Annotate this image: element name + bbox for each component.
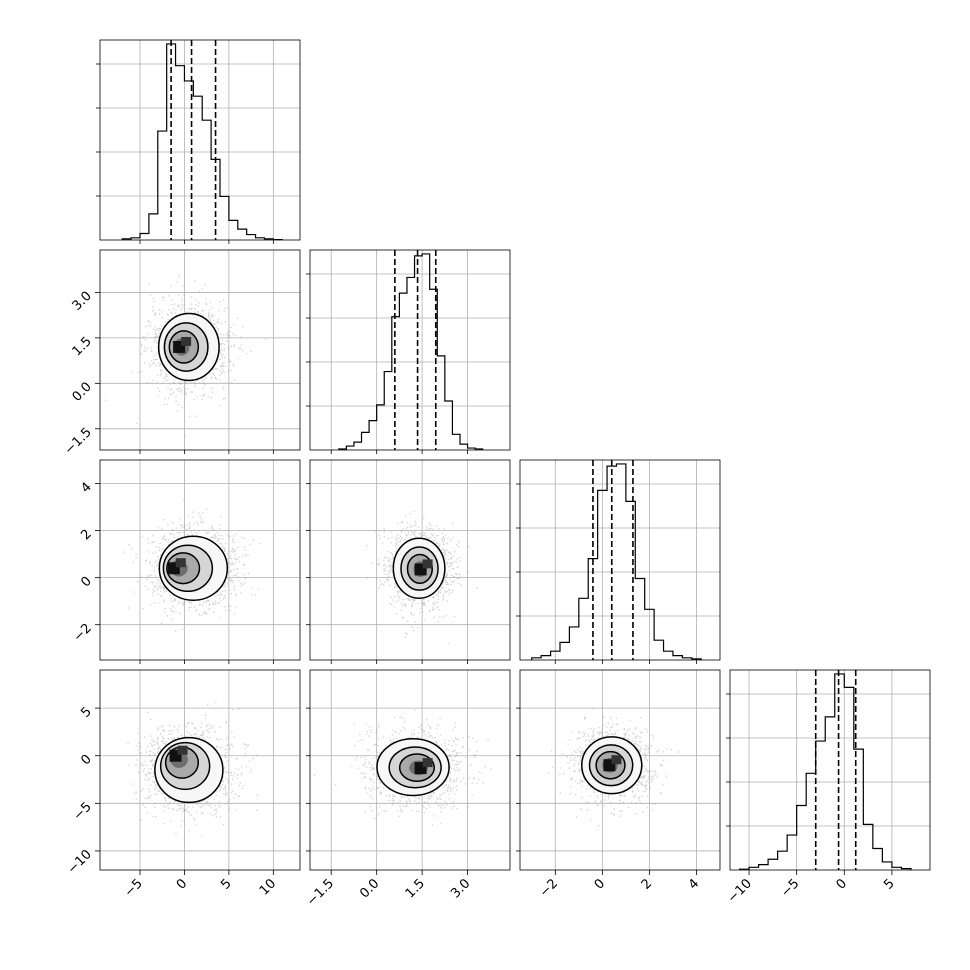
- density-content: [313, 709, 492, 826]
- histogram-frame: [519, 459, 721, 661]
- x-tick-label: 0.0: [357, 876, 382, 901]
- histogram-frame: [729, 669, 931, 871]
- density-frame: [309, 669, 511, 871]
- density-content: [548, 707, 680, 827]
- density-frame: [99, 249, 301, 451]
- x-tick-label: 10: [257, 876, 279, 898]
- x-axis-2: −1.5 0.0 1.5 3.0: [304, 450, 473, 909]
- y-tick-label: −2: [71, 621, 95, 645]
- x-tick-label: 1.5: [403, 876, 428, 901]
- y-tick-label: −1.5: [62, 425, 95, 458]
- histogram-bars: [338, 253, 484, 450]
- density-panel-4-1: [100, 670, 300, 870]
- y-tick-label: −5: [71, 800, 95, 824]
- y-tick-label: 0: [78, 574, 94, 590]
- x-tick-label: −10: [725, 876, 755, 906]
- y-tick-label: 5: [78, 704, 94, 720]
- density-panel-4-3: [520, 670, 720, 870]
- x-tick-label: −1.5: [304, 876, 337, 909]
- y-tick-label: 3.0: [70, 289, 95, 314]
- density-panel-4-2: [310, 670, 510, 870]
- histogram-frame: [99, 39, 301, 241]
- x-tick-label: 5: [881, 876, 897, 892]
- density-content: [123, 499, 262, 632]
- density-peak-adjacent: [422, 758, 433, 768]
- x-tick-label: −2: [537, 876, 561, 900]
- x-tick-label: −5: [122, 876, 146, 900]
- density-panel-3-1: [100, 460, 300, 660]
- histogram-panel-4: [726, 670, 930, 870]
- y-tick-label: −10: [65, 847, 95, 877]
- y-tick-label: 1.5: [70, 334, 95, 359]
- x-tick-label: 0: [592, 876, 608, 892]
- density-content: [127, 701, 259, 837]
- y-tick-label: 2: [78, 527, 94, 543]
- histogram-panel-2: [306, 250, 510, 450]
- density-frame: [519, 669, 721, 871]
- density-panel-3-2: [310, 460, 510, 660]
- x-tick-label: 3.0: [448, 876, 473, 901]
- histogram-panel-1: [96, 40, 300, 241]
- x-axis-4: −10 −5 0 5: [725, 870, 898, 906]
- density-content: [365, 510, 478, 645]
- y-tick-label: 0.0: [70, 380, 95, 405]
- x-tick-label: 0: [834, 876, 850, 892]
- x-tick-label: 2: [639, 876, 655, 892]
- histogram-bars: [531, 463, 702, 660]
- density-frame: [99, 669, 301, 871]
- y-tick-label: 0: [78, 752, 94, 768]
- density-peak-adjacent: [175, 558, 186, 568]
- density-peak-adjacent: [611, 755, 622, 765]
- density-peak-adjacent: [177, 745, 188, 755]
- y-axis-2: −1.5 0.0 1.5 3.0: [62, 289, 100, 458]
- histogram-bars: [738, 673, 912, 870]
- density-content: [105, 275, 267, 436]
- density-peak-adjacent: [181, 336, 192, 346]
- histogram-frame: [309, 249, 511, 451]
- histogram-panel-3: [516, 460, 720, 660]
- density-panel-2-1: [100, 250, 300, 450]
- x-tick-label: 0: [174, 876, 190, 892]
- density-frame: [309, 459, 511, 661]
- x-tick-label: −5: [778, 876, 802, 900]
- x-tick-label: 4: [686, 876, 702, 892]
- histogram-bars: [121, 43, 283, 241]
- x-tick-label: 5: [218, 876, 234, 892]
- y-tick-label: 4: [78, 480, 94, 496]
- density-frame: [99, 459, 301, 661]
- density-peak-adjacent: [422, 559, 433, 569]
